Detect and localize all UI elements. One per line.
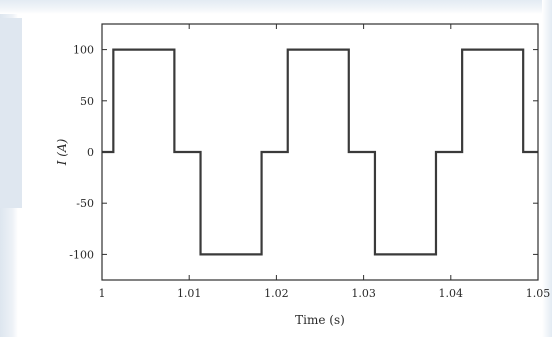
y-tick-label: -50 <box>76 197 94 210</box>
x-axis-label: Time (s) <box>295 313 345 327</box>
y-tick-label: 0 <box>87 146 94 159</box>
x-tick-label: 1.02 <box>264 287 289 300</box>
x-tick-label: 1 <box>99 287 106 300</box>
y-tick-label: -100 <box>69 248 94 261</box>
x-tick-labels: 1 1.01 1.02 1.03 1.04 1.05 <box>99 287 551 300</box>
plot-frame <box>101 23 539 281</box>
background-wash-top <box>0 0 552 14</box>
background-wash-band <box>0 18 22 208</box>
plot-background <box>102 24 538 280</box>
y-tick-label: 50 <box>80 95 94 108</box>
x-tick-label: 1.01 <box>177 287 202 300</box>
y-axis-label: I (A) <box>55 138 69 166</box>
x-tick-label: 1.04 <box>439 287 464 300</box>
x-tick-label: 1.03 <box>351 287 376 300</box>
y-tick-labels: 100 50 0 -50 -100 <box>69 44 94 262</box>
current-series-line <box>102 48 538 256</box>
x-tick-label: 1.05 <box>526 287 551 300</box>
background-wash-right <box>542 0 552 337</box>
y-tick-label: 100 <box>73 44 94 57</box>
